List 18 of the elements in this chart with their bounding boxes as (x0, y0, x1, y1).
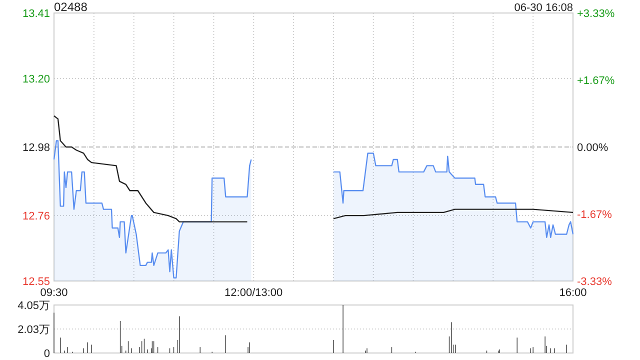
y-tick-label: 4.05万 (18, 300, 50, 312)
y-tick-label: 12.98 (22, 142, 50, 154)
chart-subtitle: 06-30 16:08 (514, 2, 573, 14)
y2-tick-label: +3.33% (577, 8, 615, 20)
chart-title: 02488 (54, 0, 88, 14)
y-tick-label: 12.76 (22, 210, 50, 223)
y2-tick-label: 0.00% (577, 142, 608, 154)
y-tick-label: 13.20 (22, 73, 50, 86)
y2-tick-label: -3.33% (577, 276, 612, 288)
x-tick-label: 09:30 (40, 287, 68, 299)
x-tick-label: 16:00 (559, 287, 587, 299)
y-tick-label: 2.03万 (18, 324, 50, 336)
y2-tick-label: -1.67% (577, 209, 612, 222)
y-tick-label: 12.55 (22, 276, 50, 288)
y2-tick-label: +1.67% (577, 74, 615, 87)
y-tick-label: 0 (44, 348, 50, 360)
y-tick-label: 13.41 (22, 8, 50, 20)
x-tick-label: 12:00/13:00 (224, 287, 283, 299)
